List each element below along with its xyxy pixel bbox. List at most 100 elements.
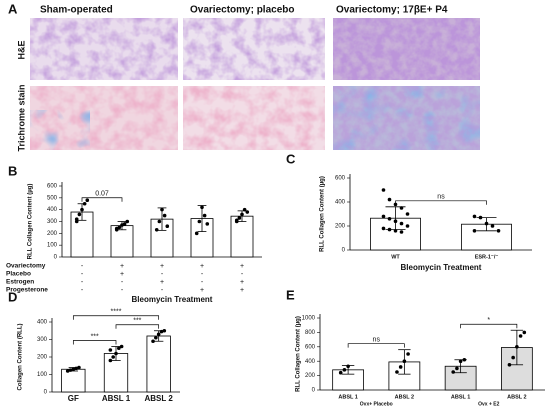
micrograph-texture	[183, 86, 325, 150]
data-point	[395, 370, 399, 374]
annotation: ***	[91, 333, 99, 340]
x-tick-label: ESR-1⁻/⁻	[475, 254, 499, 260]
table-sign: +	[160, 279, 164, 286]
table-sign: -	[81, 287, 84, 294]
y-tick-label: 100	[37, 372, 48, 378]
data-point	[511, 355, 515, 360]
panel-letter: C	[286, 151, 296, 166]
y-axis-label: Collagen Content (RLL)	[18, 324, 24, 391]
y-tick-label: 300	[37, 337, 48, 343]
data-point	[406, 352, 410, 356]
data-point	[240, 212, 244, 217]
table-sign: +	[200, 263, 204, 270]
y-tick-label: 400	[37, 320, 48, 326]
data-point	[472, 214, 477, 219]
annotation: ***	[133, 318, 141, 325]
table-sign: -	[81, 271, 84, 278]
x-tick-label: ABSL 2	[145, 394, 174, 403]
data-point	[405, 224, 410, 228]
data-point	[160, 207, 164, 212]
micrograph-texture	[30, 18, 178, 80]
bar	[230, 215, 254, 258]
panel-a: A Sham-operated Ovariectomy; placebo Ova…	[8, 1, 480, 152]
data-point	[194, 231, 199, 236]
table-row-label: Progesterone	[6, 287, 48, 294]
data-point	[114, 226, 119, 231]
bar	[146, 335, 171, 393]
data-point	[405, 212, 410, 216]
significance-bracket	[115, 324, 160, 329]
data-point	[77, 365, 81, 370]
panel-letter: A	[8, 1, 18, 16]
y-tick-label: 200	[335, 224, 346, 230]
data-point	[77, 212, 82, 217]
data-point	[522, 330, 527, 335]
data-point	[234, 219, 239, 224]
data-point	[80, 207, 84, 212]
data-point	[484, 221, 489, 226]
y-tick-label: 200	[47, 231, 58, 237]
annotation: *	[487, 317, 490, 324]
data-point	[154, 335, 158, 340]
table-sign: +	[240, 263, 244, 270]
y-tick-label: 300	[47, 219, 58, 225]
y-tick-label: 600	[47, 184, 58, 190]
data-point	[85, 198, 90, 202]
data-point	[338, 370, 343, 375]
table-sign: -	[241, 271, 244, 278]
data-point	[451, 370, 456, 374]
x-tick-label: WT	[391, 254, 400, 260]
charts: B RLL Collagen Content (µg) 0 100 200 300 400 5…	[6, 151, 545, 407]
micrograph-texture	[30, 110, 90, 150]
data-point	[381, 188, 386, 192]
data-point	[119, 344, 124, 349]
y-tick-label: 500	[47, 195, 58, 201]
data-point	[342, 368, 347, 372]
data-point	[462, 357, 467, 362]
data-point	[242, 207, 247, 212]
data-point	[125, 219, 130, 224]
table-sign: +	[240, 279, 244, 286]
micrograph-texture	[333, 86, 480, 150]
table-sign: +	[120, 271, 124, 278]
data-point	[111, 355, 115, 359]
table-sign: -	[201, 271, 204, 278]
data-point	[398, 365, 403, 369]
x-axis-label: Bleomycin Treatment	[132, 295, 213, 304]
table-sign: -	[121, 279, 124, 286]
table-sign: -	[81, 279, 84, 286]
panel-letter: D	[8, 289, 17, 304]
row-label: H&E	[16, 40, 26, 59]
y-tick-label: 200	[37, 355, 48, 361]
data-point	[82, 201, 87, 206]
bar	[61, 368, 86, 393]
row-label: Trichrome stain	[16, 84, 26, 151]
annotation: ns	[437, 194, 445, 201]
table-sign: +	[160, 263, 164, 270]
y-tick-label: 400	[47, 207, 58, 213]
data-point	[399, 230, 404, 234]
y-tick-label: 600	[305, 344, 316, 350]
data-point	[490, 224, 495, 228]
data-point	[381, 214, 386, 219]
data-point	[157, 219, 162, 224]
data-point	[381, 226, 386, 231]
column-title: Ovariectomy; placebo	[190, 5, 294, 16]
data-point	[205, 222, 210, 226]
data-point	[108, 358, 113, 363]
data-point	[496, 229, 501, 233]
x-tick-label: ABSL 2	[507, 394, 526, 400]
group-label: Ovx + E2	[478, 401, 499, 407]
data-point	[162, 328, 167, 333]
data-point	[245, 210, 250, 214]
data-point	[108, 348, 113, 352]
data-point	[393, 229, 398, 233]
y-tick-label: 0	[44, 390, 48, 396]
data-point	[71, 367, 76, 372]
data-point	[156, 332, 161, 337]
data-point	[507, 363, 512, 367]
significance-bracket	[81, 197, 123, 202]
data-point	[458, 359, 463, 364]
data-point	[237, 216, 242, 220]
table-sign: +	[240, 287, 244, 294]
